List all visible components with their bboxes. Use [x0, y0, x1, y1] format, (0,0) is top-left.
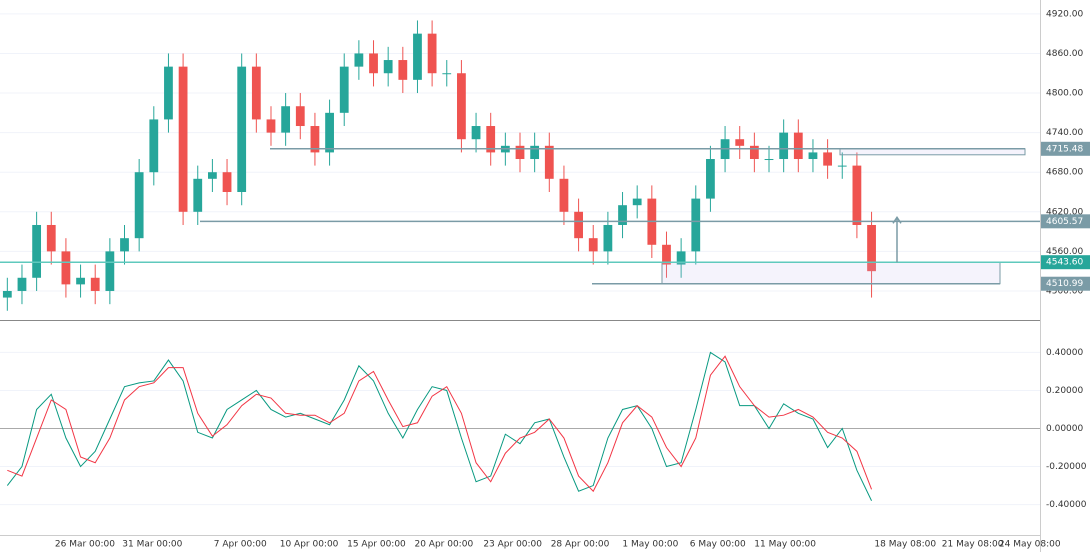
candle-body — [178, 66, 188, 212]
candle-body — [2, 290, 12, 298]
x-tick-label: 24 May 08:00 — [999, 540, 1061, 550]
y-tick-label: 4620.00 — [1046, 207, 1083, 217]
candle-body — [603, 224, 613, 252]
y-tick-label: 0.40000 — [1046, 348, 1083, 358]
level-label: 4543.60 — [1046, 258, 1083, 268]
candle-body — [281, 106, 291, 133]
candle-body — [559, 178, 569, 212]
candle-body — [325, 112, 334, 153]
y-tick-label: -0.40000 — [1046, 500, 1087, 510]
level-tag — [1041, 255, 1090, 270]
candle-body — [852, 165, 862, 225]
candle-body — [310, 126, 320, 153]
zone-box — [661, 261, 1001, 285]
candle-body — [676, 251, 686, 265]
y-tick-label: 4860.00 — [1046, 49, 1083, 59]
x-tick-label: 26 Mar 00:00 — [55, 540, 115, 550]
candle-body — [354, 53, 364, 67]
y-tick-label: 4560.00 — [1046, 247, 1083, 257]
x-tick-label: 11 May 00:00 — [754, 540, 816, 550]
candle-body — [662, 244, 671, 265]
candle-body — [574, 211, 583, 239]
candle-body — [427, 33, 437, 74]
candle-body — [193, 178, 203, 212]
candle-body — [515, 145, 525, 160]
candle-body — [251, 66, 261, 120]
candle-body — [413, 33, 422, 80]
candle-body — [105, 251, 115, 291]
candle-body — [749, 145, 759, 160]
candle-body — [691, 198, 701, 252]
arrow-head — [892, 215, 902, 224]
y-tick-label: -0.20000 — [1046, 462, 1087, 472]
level-tag — [1041, 214, 1090, 229]
candle-body — [808, 152, 818, 160]
candle-body — [17, 277, 27, 291]
candle-body — [120, 238, 129, 252]
candle-body — [61, 251, 71, 285]
candle-body — [149, 119, 159, 173]
candle-body — [222, 172, 232, 192]
candle-body — [530, 145, 540, 160]
candle-body — [164, 66, 173, 120]
candle-body — [588, 238, 598, 252]
x-tick-label: 23 Apr 00:00 — [483, 540, 542, 550]
candle-body — [837, 165, 847, 167]
level-label: 4715.48 — [1046, 144, 1083, 154]
level-label: 4510.99 — [1046, 279, 1083, 289]
candle-body — [706, 159, 715, 199]
candle-body — [823, 152, 832, 166]
x-tick-label: 21 May 08:00 — [942, 540, 1004, 550]
x-tick-label: 6 May 00:00 — [690, 540, 746, 550]
candle-body — [544, 145, 554, 179]
candle-body — [295, 106, 305, 127]
candle-body — [735, 139, 745, 146]
level-label: 4605.57 — [1046, 217, 1083, 227]
candle-body — [398, 60, 408, 80]
y-tick-label: 0.20000 — [1046, 386, 1083, 396]
candle-body — [90, 277, 100, 291]
candle-body — [471, 126, 481, 140]
candle-body — [867, 224, 876, 272]
candle-body — [32, 224, 42, 278]
candle-body — [76, 277, 85, 285]
candle-body — [339, 66, 349, 113]
y-tick-label: 4740.00 — [1046, 128, 1083, 138]
candle-body — [486, 126, 496, 153]
candle-body — [266, 119, 276, 133]
x-tick-label: 18 May 08:00 — [874, 540, 936, 550]
level-tag — [1041, 141, 1090, 156]
candle-body — [457, 73, 466, 140]
candle-body — [46, 224, 56, 252]
oscillator-line — [6, 351, 872, 501]
y-tick-label: 4800.00 — [1046, 89, 1083, 99]
x-tick-label: 28 Apr 00:00 — [551, 540, 610, 550]
x-tick-label: 7 Apr 00:00 — [214, 540, 267, 550]
oscillator-line — [7, 355, 873, 493]
candle-body — [383, 60, 393, 74]
y-tick-label: 4920.00 — [1046, 9, 1083, 19]
candle-body — [618, 205, 627, 225]
level-tag — [1041, 276, 1090, 291]
candle-body — [442, 73, 452, 75]
y-tick-label: 0.00000 — [1046, 424, 1083, 434]
candle-body — [764, 159, 774, 161]
x-tick-label: 1 May 00:00 — [622, 540, 678, 550]
x-tick-label: 31 Mar 00:00 — [122, 540, 182, 550]
level-box — [839, 148, 1026, 156]
y-tick-label: 4500.00 — [1046, 286, 1083, 296]
x-tick-label: 20 Apr 00:00 — [414, 540, 473, 550]
candle-body — [237, 66, 247, 192]
candle-body — [779, 132, 789, 160]
candle-body — [369, 53, 378, 74]
candle-body — [793, 132, 803, 160]
candle-body — [134, 172, 144, 239]
y-tick-label: 4680.00 — [1046, 168, 1083, 178]
candle-body — [208, 172, 217, 179]
candle-body — [632, 198, 642, 206]
x-tick-label: 15 Apr 00:00 — [347, 540, 406, 550]
x-tick-label: 10 Apr 00:00 — [280, 540, 339, 550]
